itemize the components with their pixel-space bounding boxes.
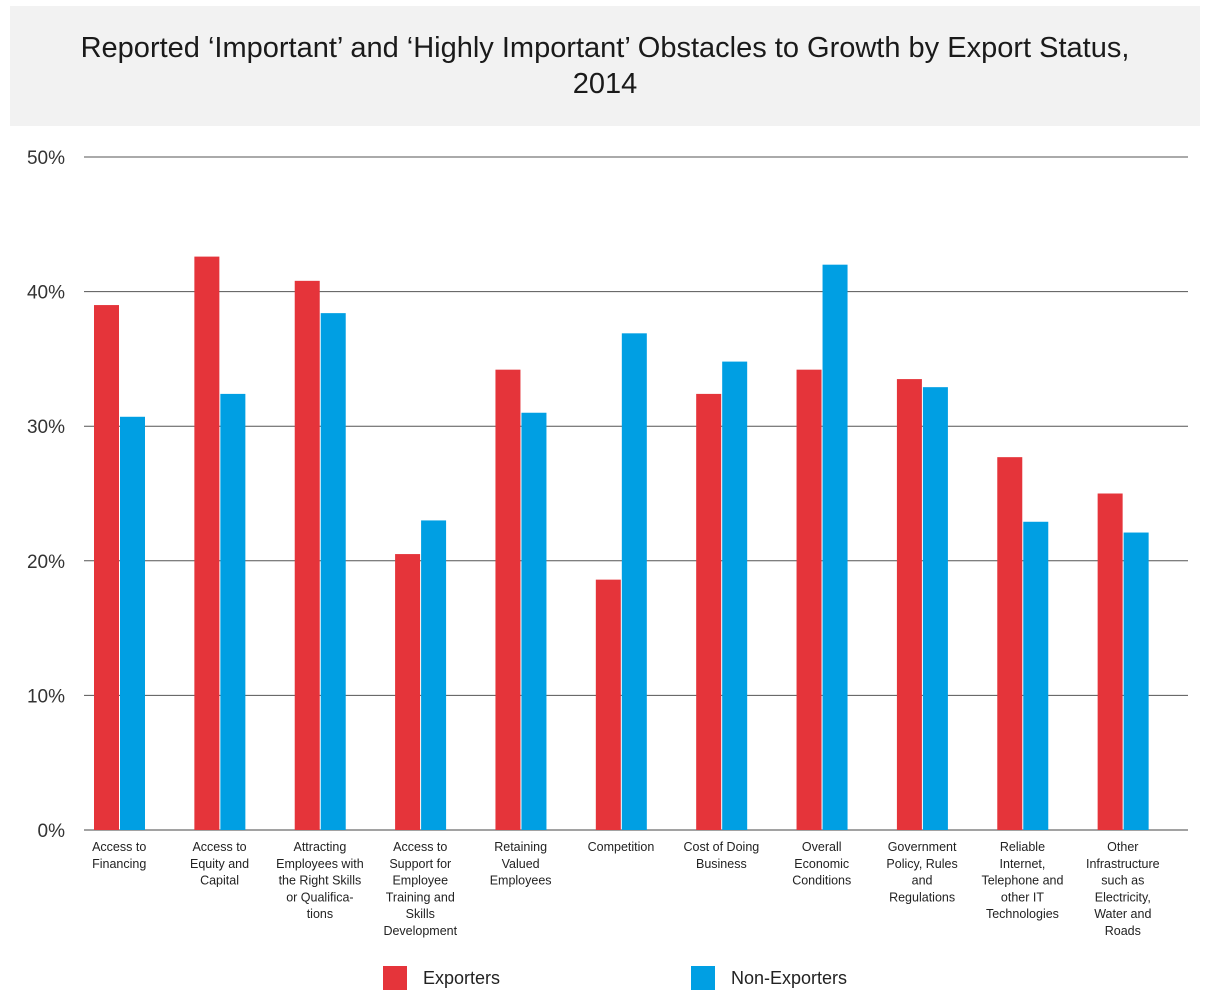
legend-swatch-exporters: [383, 966, 407, 990]
legend-item-exporters: Exporters: [383, 966, 500, 990]
bar-exporters: [797, 370, 822, 830]
bar-non-exporters: [1023, 522, 1048, 830]
bar-non-exporters: [622, 333, 647, 830]
x-tick-label: Access to Financing: [92, 840, 146, 871]
x-tick-label-line: Access to: [92, 840, 146, 854]
x-tick-label-line: Policy, Rules: [886, 857, 957, 871]
x-tick-label-line: Employees with: [276, 857, 364, 871]
x-tick-label-line: Cost of Doing: [683, 840, 759, 854]
bar-exporters: [596, 580, 621, 830]
x-tick-label-line: and: [912, 874, 933, 888]
bar-non-exporters: [823, 265, 848, 830]
x-tick-label-line: Support for: [389, 857, 451, 871]
bar-exporters: [495, 370, 520, 830]
x-tick-label-line: the Right Skills: [279, 874, 362, 888]
x-tick-label-line: Financing: [92, 857, 146, 871]
x-tick-label: Competition: [588, 840, 655, 854]
x-tick-label-line: Telephone and: [981, 874, 1063, 888]
y-tick-label: 20%: [27, 552, 65, 573]
x-tick-label-line: Access to: [393, 840, 447, 854]
x-tick-label-line: Internet,: [1000, 857, 1046, 871]
bar-non-exporters: [1124, 533, 1149, 830]
x-tick-label-line: Equity and: [190, 857, 249, 871]
x-tick-label-line: Regulations: [889, 890, 955, 904]
x-tick-label-line: Roads: [1105, 924, 1141, 938]
bar-exporters: [94, 305, 119, 830]
bar-non-exporters: [923, 387, 948, 830]
bar-non-exporters: [521, 413, 546, 830]
x-tick-label-line: Business: [696, 857, 747, 871]
y-tick-label: 40%: [27, 283, 65, 304]
legend-label-non-exporters: Non-Exporters: [731, 968, 847, 989]
bar-exporters: [295, 281, 320, 830]
x-tick-label-line: Conditions: [792, 874, 851, 888]
bar-exporters: [395, 554, 420, 830]
legend-item-non-exporters: Non-Exporters: [691, 966, 847, 990]
x-tick-label: Cost of Doing Business: [683, 840, 759, 871]
y-tick-label: 30%: [27, 417, 65, 438]
bar-exporters: [194, 257, 219, 830]
x-tick-label: Access to Equity and Capital: [190, 840, 249, 888]
x-tick-label-line: Water and: [1094, 907, 1151, 921]
x-tick-label-line: Employees: [490, 874, 552, 888]
x-tick-label-line: Development: [383, 924, 457, 938]
legend-swatch-non-exporters: [691, 966, 715, 990]
bar-non-exporters: [321, 313, 346, 830]
x-tick-label: Retaining Valued Employees: [490, 840, 552, 888]
bar-non-exporters: [421, 520, 446, 830]
x-tick-label-line: Employee: [392, 874, 448, 888]
bar-exporters: [897, 379, 922, 830]
x-tick-label-line: Reliable: [1000, 840, 1045, 854]
bar-non-exporters: [120, 417, 145, 830]
x-tick-label-line: Valued: [502, 857, 540, 871]
x-tick-label-line: Technologies: [986, 907, 1059, 921]
x-tick-label-line: Access to: [192, 840, 246, 854]
x-tick-label-line: Attracting: [294, 840, 347, 854]
x-tick-label-line: Economic: [794, 857, 849, 871]
bar-exporters: [997, 457, 1022, 830]
x-tick-label-line: Skills: [406, 907, 435, 921]
x-tick-label: Reliable Internet, Telephone and other IT Te…: [981, 840, 1063, 921]
x-tick-label-line: Overall: [802, 840, 842, 854]
bar-exporters: [696, 394, 721, 830]
legend-label-exporters: Exporters: [423, 968, 500, 989]
x-tick-label-line: Electricity,: [1095, 890, 1151, 904]
x-tick-label-line: tions: [307, 907, 333, 921]
bar-exporters: [1098, 494, 1123, 831]
x-tick-label-line: Training and: [386, 890, 455, 904]
x-tick-label-line: Capital: [200, 874, 239, 888]
x-tick-label: Overall Economic Conditions: [792, 840, 851, 888]
x-tick-label-line: or Qualifica-: [286, 890, 353, 904]
x-tick-label: Access to Support for Employee Training and…: [383, 840, 457, 938]
x-tick-label-line: Infrastructure: [1086, 857, 1160, 871]
x-tick-label-line: Retaining: [494, 840, 547, 854]
bar-non-exporters: [220, 394, 245, 830]
x-tick-label-line: Competition: [588, 840, 655, 854]
x-tick-label-line: such as: [1101, 874, 1144, 888]
x-tick-label: Government Policy, Rules and Regulations: [886, 840, 957, 904]
x-tick-label-line: Government: [888, 840, 957, 854]
x-tick-label: Other Infrastructure such as Electricity, Wa…: [1086, 840, 1160, 938]
x-tick-label: Attracting Employees with the Right Skills…: [276, 840, 364, 921]
y-tick-label: 50%: [27, 148, 65, 169]
x-tick-label-line: other IT: [1001, 890, 1044, 904]
bar-non-exporters: [722, 362, 747, 830]
y-tick-label: 0%: [38, 821, 66, 842]
x-tick-label-line: Other: [1107, 840, 1138, 854]
y-tick-label: 10%: [27, 686, 65, 707]
